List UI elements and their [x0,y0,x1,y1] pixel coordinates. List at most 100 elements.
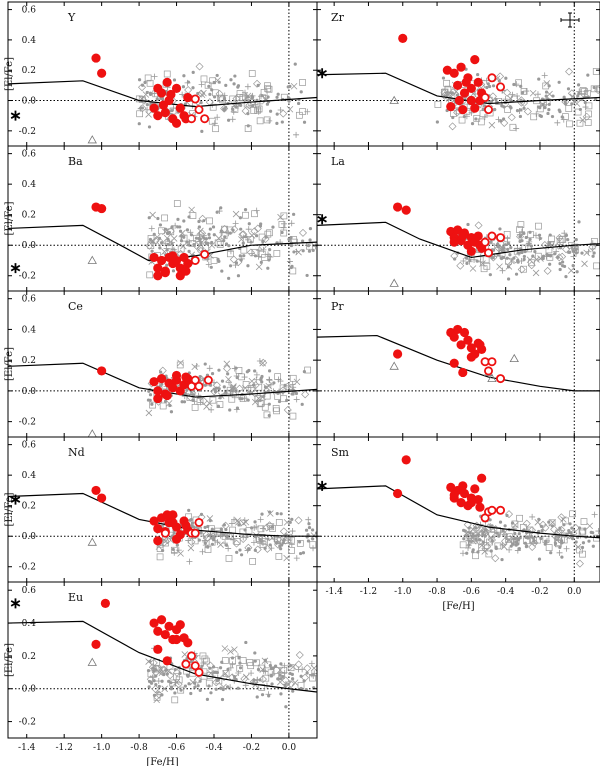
comparison-point [264,661,272,669]
comparison-point [145,111,152,118]
comparison-point [581,541,586,545]
comparison-point [229,78,233,82]
comparison-point [291,677,295,681]
element-label: Nd [68,446,85,459]
comparison-point [440,88,449,97]
comparison-point [525,240,532,247]
comparison-point [158,366,167,375]
program-star-point [164,621,174,631]
comparison-point [264,235,268,239]
comparison-point [547,241,551,245]
program-star-point [459,327,470,338]
comparison-point [182,400,187,404]
program-star-point [153,83,163,93]
comparison-point [182,219,186,223]
x-tick-label: -1.2 [360,587,377,597]
y-tick-label: 0.0 [22,387,37,397]
comparison-point [146,669,151,673]
comparison-point [272,404,280,412]
comparison-point [260,89,268,96]
comparison-point [280,229,288,237]
comparison-point [151,666,155,670]
comparison-point [197,225,201,229]
comparison-point [234,258,243,267]
program-star-point [181,266,191,276]
program-star-open-point [203,375,213,385]
element-label: Ba [68,155,83,168]
comparison-point [450,251,459,260]
comparison-point [253,548,257,552]
comparison-point [246,398,250,402]
comparison-point [249,558,256,565]
comparison-point [523,88,530,95]
program-star-point [466,352,476,362]
comparison-point [556,549,563,556]
comparison-point [567,89,576,98]
comparison-point [149,681,154,685]
comparison-point [499,267,506,274]
comparison-point [491,84,496,88]
comparison-point [443,79,450,87]
comparison-point [463,113,470,120]
comparison-point [283,681,290,688]
comparison-point [291,679,299,686]
comparison-point [227,684,234,691]
program-star-point [475,502,485,512]
comparison-point [266,537,270,541]
comparison-point [259,260,263,264]
comparison-point [501,529,505,533]
comparison-point [293,62,297,66]
comparison-point [276,92,280,96]
comparison-point [294,391,299,396]
comparison-point [261,657,269,665]
element-label: Sm [331,446,350,459]
comparison-point [553,248,560,255]
comparison-point [239,94,247,102]
comparison-point [310,664,317,672]
comparison-point [538,114,542,118]
comparison-point [181,651,189,658]
element-label: Ce [68,300,83,313]
comparison-point [510,525,517,532]
comparison-point [239,535,248,544]
program-star-point [156,374,167,384]
comparison-point [148,398,152,402]
comparison-point [259,378,263,382]
program-star-point [149,252,159,263]
comparison-point [253,545,262,554]
comparison-point [210,527,214,531]
comparison-point [517,265,526,274]
comparison-point [547,102,551,107]
comparison-point [553,541,558,546]
comparison-point [267,510,274,517]
comparison-point [169,687,173,691]
comparison-point [516,226,523,233]
comparison-point [458,116,466,124]
program-star-point [153,523,163,534]
comparison-point [209,691,213,695]
comparison-point [223,364,232,373]
comparison-point [536,105,544,113]
program-star-point [171,370,182,381]
comparison-point [143,80,147,85]
comparison-point [187,544,195,552]
program-star-open-point [187,114,197,124]
comparison-point [485,550,493,558]
comparison-point [223,235,227,239]
comparison-point [256,358,263,365]
y-tick-label: -0.2 [19,272,36,282]
comparison-point [189,660,193,664]
comparison-point [543,542,547,546]
comparison-point [499,541,506,548]
comparison-point [466,222,470,227]
program-star-point [153,386,163,396]
comparison-point [289,528,296,535]
comparison-point [265,102,270,106]
comparison-point [301,239,305,243]
comparison-point [206,217,213,225]
program-star-point [160,108,170,118]
comparison-point [235,550,239,554]
panel-pr: Pr [316,290,600,438]
program-star-open-point [487,73,497,83]
